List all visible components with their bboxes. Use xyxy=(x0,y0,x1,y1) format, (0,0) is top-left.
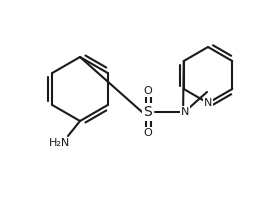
Text: O: O xyxy=(144,128,152,138)
Text: N: N xyxy=(204,98,212,108)
Text: H₂N: H₂N xyxy=(49,138,71,148)
Text: S: S xyxy=(144,105,152,119)
Text: O: O xyxy=(144,86,152,96)
Text: N: N xyxy=(181,107,189,117)
